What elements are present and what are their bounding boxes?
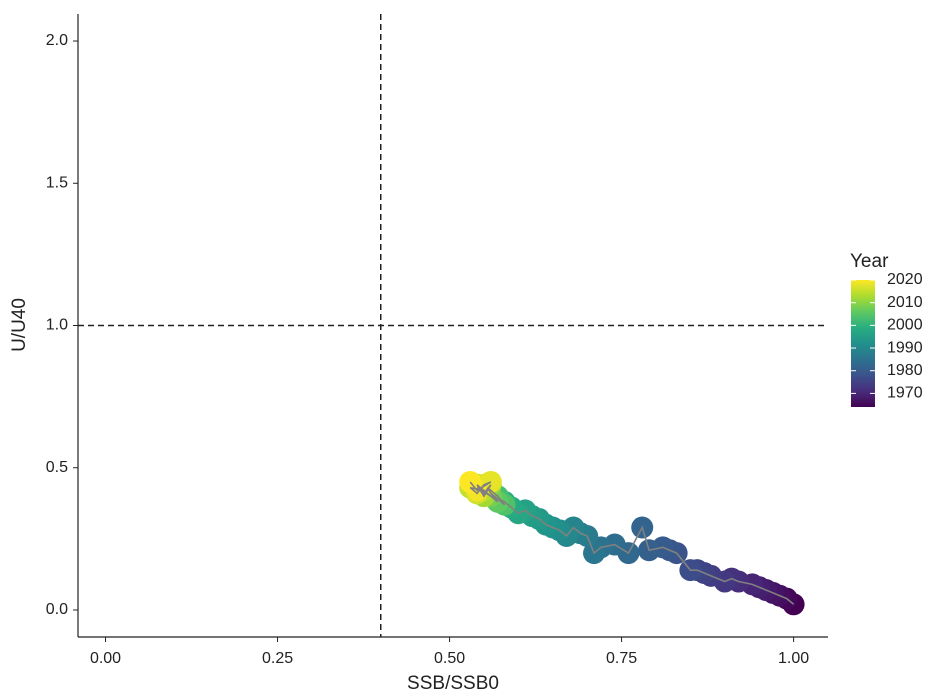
colorbar-label: 2010 (887, 294, 923, 311)
x-tick-label: 0.25 (262, 650, 293, 667)
colorbar-label: 1990 (887, 339, 923, 356)
x-tick-label: 1.00 (778, 650, 809, 667)
y-tick-label: 2.0 (46, 32, 68, 49)
colorbar-label: 2020 (887, 271, 923, 288)
colorbar-label: 1970 (887, 385, 923, 402)
y-tick-label: 1.0 (46, 317, 68, 334)
colorbar-label: 1980 (887, 362, 923, 379)
colorbar (851, 280, 875, 407)
x-tick-label: 0.75 (606, 650, 637, 667)
x-axis-label: SSB/SSB0 (407, 673, 499, 693)
y-tick-label: 0.5 (46, 459, 68, 476)
y-tick-label: 1.5 (46, 174, 68, 191)
legend-title: Year (850, 251, 889, 272)
x-tick-label: 0.50 (434, 650, 465, 667)
x-tick-label: 0.00 (90, 650, 121, 667)
trajectory-line (469, 481, 795, 605)
y-tick-label: 0.0 (46, 601, 68, 618)
y-axis-label: U/U40 (9, 298, 30, 352)
colorbar-label: 2000 (887, 317, 923, 334)
